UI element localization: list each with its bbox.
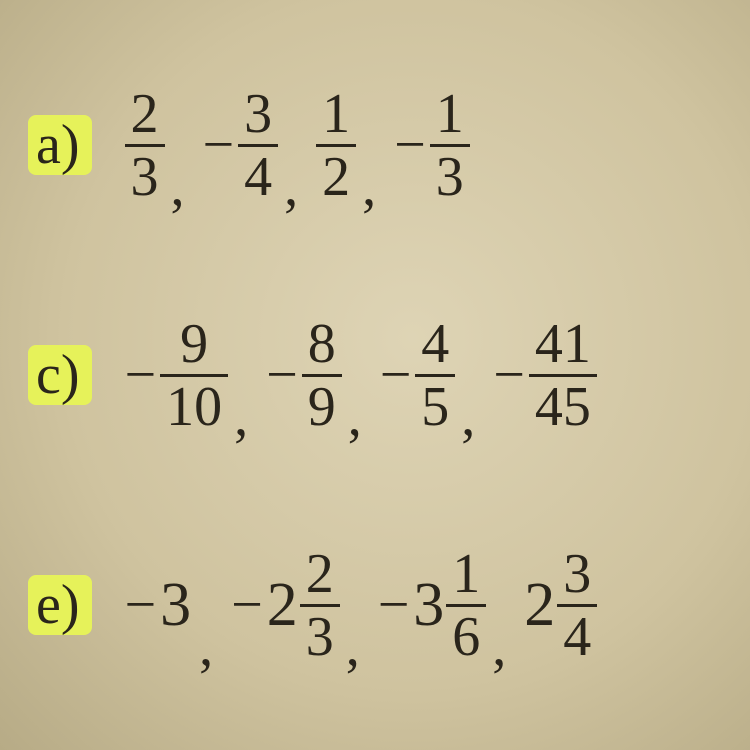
fraction: 23 xyxy=(300,544,340,667)
fraction: 12 xyxy=(316,84,356,207)
term: −316 xyxy=(378,544,487,667)
denominator: 4 xyxy=(238,147,278,207)
separator-comma: , xyxy=(356,155,394,219)
denominator: 6 xyxy=(446,607,486,667)
term: −4145 xyxy=(493,314,597,437)
fraction: 4145 xyxy=(529,314,597,437)
minus-sign: − xyxy=(231,577,267,633)
whole-number: 2 xyxy=(267,574,300,636)
minus-sign: − xyxy=(125,347,161,403)
denominator: 3 xyxy=(300,607,340,667)
term: −45 xyxy=(380,314,456,437)
separator-comma: , xyxy=(228,385,266,449)
fraction: 910 xyxy=(160,314,228,437)
whole-number: 3 xyxy=(413,574,446,636)
whole-number: 2 xyxy=(524,574,557,636)
minus-sign: − xyxy=(125,577,161,633)
separator-comma: , xyxy=(486,615,524,679)
denominator: 9 xyxy=(302,377,342,437)
numerator: 1 xyxy=(446,544,486,604)
problem-row: a) 23,−34,12,−13 xyxy=(30,84,720,207)
separator-comma: , xyxy=(340,615,378,679)
problem-row: c)−910,−89,−45,−4145 xyxy=(30,314,720,437)
problem-label: e) xyxy=(30,577,90,633)
term: −89 xyxy=(266,314,342,437)
minus-sign: − xyxy=(266,347,302,403)
term: 23 xyxy=(125,84,165,207)
denominator: 5 xyxy=(415,377,455,437)
denominator: 2 xyxy=(316,147,356,207)
separator-comma: , xyxy=(193,615,231,679)
fraction: 45 xyxy=(415,314,455,437)
denominator: 10 xyxy=(160,377,228,437)
term: 12 xyxy=(316,84,356,207)
numerator: 2 xyxy=(125,84,165,144)
denominator: 45 xyxy=(529,377,597,437)
denominator: 3 xyxy=(430,147,470,207)
minus-sign: − xyxy=(493,347,529,403)
worksheet-page: a)23,−34,12,−13c)−910,−89,−45,−4145e)−3,… xyxy=(0,0,750,750)
problem-label: c) xyxy=(30,347,90,403)
fraction: 16 xyxy=(446,544,486,667)
fraction: 34 xyxy=(238,84,278,207)
term: −13 xyxy=(394,84,470,207)
fraction: 89 xyxy=(302,314,342,437)
term: −223 xyxy=(231,544,340,667)
term: 234 xyxy=(524,544,597,667)
separator-comma: , xyxy=(165,155,203,219)
numerator: 9 xyxy=(174,314,214,374)
minus-sign: − xyxy=(378,577,414,633)
term: −34 xyxy=(203,84,279,207)
numerator: 2 xyxy=(300,544,340,604)
separator-comma: , xyxy=(342,385,380,449)
denominator: 3 xyxy=(125,147,165,207)
minus-sign: − xyxy=(380,347,416,403)
term-list: −910,−89,−45,−4145 xyxy=(125,314,597,437)
denominator: 4 xyxy=(557,607,597,667)
minus-sign: − xyxy=(203,117,239,173)
numerator: 4 xyxy=(415,314,455,374)
separator-comma: , xyxy=(278,155,316,219)
whole-number: 3 xyxy=(160,574,193,636)
problem-label: a) xyxy=(30,117,90,173)
term: −3 xyxy=(125,574,194,636)
term: −910 xyxy=(125,314,229,437)
numerator: 3 xyxy=(238,84,278,144)
numerator: 41 xyxy=(529,314,597,374)
fraction: 34 xyxy=(557,544,597,667)
term-list: 23,−34,12,−13 xyxy=(125,84,470,207)
term-list: −3,−223,−316,234 xyxy=(125,544,598,667)
fraction: 13 xyxy=(430,84,470,207)
minus-sign: − xyxy=(394,117,430,173)
numerator: 3 xyxy=(557,544,597,604)
problem-row: e)−3,−223,−316,234 xyxy=(30,544,720,667)
numerator: 1 xyxy=(316,84,356,144)
numerator: 1 xyxy=(430,84,470,144)
separator-comma: , xyxy=(455,385,493,449)
fraction: 23 xyxy=(125,84,165,207)
numerator: 8 xyxy=(302,314,342,374)
